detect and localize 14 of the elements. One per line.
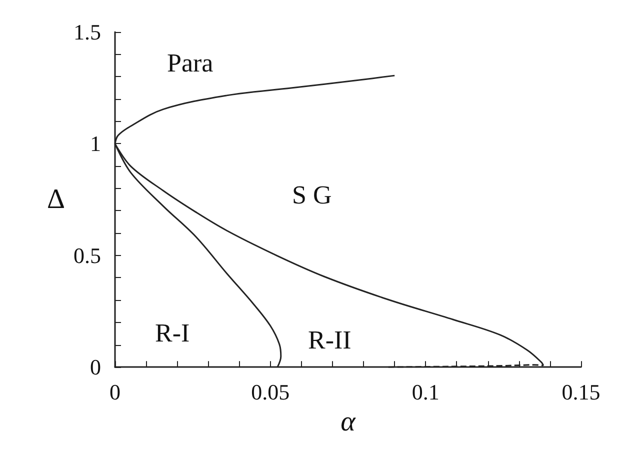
x-axis-title: α <box>340 406 357 438</box>
y-tick-label: 1 <box>90 131 101 156</box>
y-tick-label: 0.5 <box>74 242 101 268</box>
annotation: R-I <box>155 318 190 348</box>
x-tick-label: 0.15 <box>562 380 600 405</box>
y-axis-title: Δ <box>46 184 65 216</box>
annotation: Para <box>167 48 214 78</box>
annotation: S G <box>292 180 332 210</box>
x-tick-label: 0.05 <box>251 380 290 405</box>
x-tick-label: 0.1 <box>412 380 440 405</box>
x-tick-label: 0 <box>110 380 120 405</box>
y-tick-label: 1.5 <box>74 20 101 44</box>
y-tick-label: 0 <box>90 354 101 380</box>
annotation: R-II <box>308 326 352 354</box>
